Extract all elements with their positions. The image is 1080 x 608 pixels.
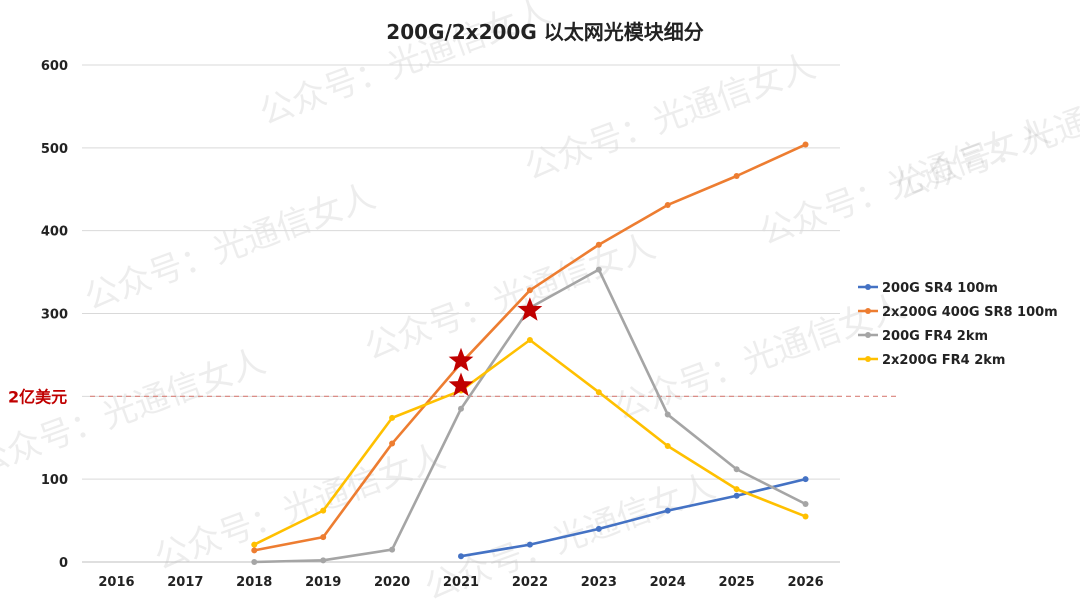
- data-point: [251, 559, 258, 565]
- watermark-text: 公众号：光通信女人: [79, 176, 380, 318]
- x-tick-label: 2024: [650, 575, 686, 590]
- watermark-text: 公众号：光通信女人: [609, 286, 910, 428]
- x-tick-label: 2025: [719, 575, 755, 590]
- data-point: [733, 466, 740, 473]
- data-point: [802, 513, 809, 520]
- data-point: [320, 534, 327, 541]
- data-point: [664, 201, 671, 208]
- data-point: [664, 507, 671, 514]
- data-point: [733, 172, 740, 179]
- star-marker: [448, 347, 474, 372]
- y-tick-label: 0: [59, 556, 68, 571]
- data-point: [458, 405, 464, 412]
- legend-marker: [865, 356, 871, 362]
- legend-marker: [865, 332, 871, 338]
- star-marker: [448, 372, 474, 397]
- data-point: [595, 241, 602, 248]
- data-point: [664, 443, 671, 450]
- y-tick-label: 300: [41, 308, 68, 323]
- star-markers: [448, 297, 543, 397]
- x-tick-label: 2018: [236, 575, 272, 590]
- data-point: [458, 553, 464, 560]
- legend-label: 2x200G 400G SR8 100m: [882, 305, 1058, 320]
- reference-line-group: 2亿美元: [8, 387, 900, 406]
- data-point: [389, 414, 396, 421]
- data-point: [733, 492, 740, 499]
- watermark-text: 公众号：光通信女人: [0, 341, 271, 483]
- legend-label: 200G FR4 2km: [882, 329, 988, 344]
- data-point: [802, 141, 809, 148]
- data-point: [595, 389, 602, 396]
- data-point: [526, 287, 533, 294]
- x-tick-label: 2019: [305, 575, 341, 590]
- watermark-text: 公众号：光通信女人: [519, 46, 820, 188]
- data-point: [595, 266, 602, 273]
- y-tick-label: 100: [41, 473, 68, 488]
- x-tick-label: 2016: [98, 575, 134, 590]
- watermark-text: 公众号：光通信女人: [149, 436, 450, 578]
- star-marker: [517, 297, 543, 321]
- data-point: [389, 440, 396, 447]
- reference-line-label: 2亿美元: [8, 387, 67, 406]
- legend-label: 200G SR4 100m: [882, 281, 998, 296]
- legend-label: 2x200G FR4 2km: [882, 353, 1005, 368]
- x-tick-label: 2020: [374, 575, 410, 590]
- data-point: [526, 541, 533, 548]
- data-point: [389, 546, 396, 553]
- data-point: [733, 486, 740, 493]
- gridlines: [82, 64, 840, 563]
- watermark-text: 公众号：光通信女人: [359, 226, 660, 368]
- x-tick-label: 2023: [581, 575, 617, 590]
- data-point: [320, 557, 327, 564]
- data-point: [595, 525, 602, 532]
- data-point: [802, 476, 809, 483]
- legend-marker: [865, 284, 871, 290]
- data-point: [664, 411, 671, 418]
- axis-labels: 0 100 300 400 500 600 2016 2017 2018 2019 2020 2021…: [41, 59, 824, 590]
- chart-title: 200G/2x200G 以太网光模块细分: [386, 20, 703, 44]
- data-point: [251, 547, 258, 554]
- data-point: [251, 541, 258, 548]
- data-point: [526, 337, 533, 344]
- x-tick-label: 2026: [787, 575, 823, 590]
- x-tick-label: 2022: [512, 575, 548, 590]
- data-point: [320, 507, 327, 514]
- data-point: [802, 501, 809, 508]
- y-tick-label: 500: [41, 142, 68, 157]
- y-tick-label: 400: [41, 225, 68, 240]
- y-tick-label: 600: [41, 59, 68, 74]
- x-tick-label: 2017: [167, 575, 203, 590]
- watermark-text: 公众号：光通信女人: [754, 111, 1055, 253]
- legend: 200G SR4 100m 2x200G 400G SR8 100m 200G FR…: [858, 281, 1058, 368]
- x-tick-label: 2021: [443, 575, 479, 590]
- legend-marker: [865, 308, 871, 314]
